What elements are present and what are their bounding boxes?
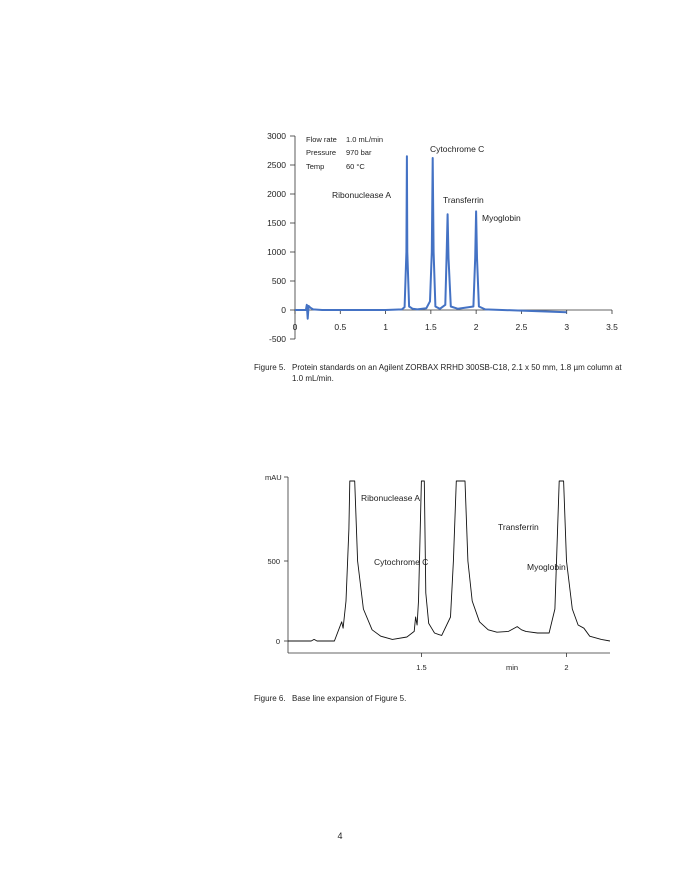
x-tick-label: 2: [474, 322, 479, 332]
peak-label-cytochrome-c: Cytochrome C: [374, 557, 428, 567]
y-tick-label: 2000: [267, 189, 286, 199]
figure5-chart: 3000 2500 2000 1500 1000 500 0 -500 0 0.5 1 1.5 2 2.5…: [267, 131, 618, 344]
condition-label-temp: Temp: [306, 162, 324, 171]
y-tick-label: 1500: [267, 218, 286, 228]
figure6-y-axis-label: mAU: [265, 473, 282, 482]
x-tick-label: 0: [293, 322, 298, 332]
x-tick-label: 2.5: [516, 322, 528, 332]
figure5-caption-number: Figure 5.: [254, 363, 286, 372]
x-tick-label: 1.5: [425, 322, 437, 332]
page-number: 4: [337, 831, 343, 841]
figure6-axes: [284, 476, 610, 657]
y-tick-label: 3000: [267, 131, 286, 141]
figure6-x-axis-label: min: [506, 663, 518, 672]
x-tick-label: 3: [564, 322, 569, 332]
figure5-trace: [295, 155, 567, 320]
condition-value-pressure: 970 bar: [346, 148, 372, 157]
figure6-caption-number: Figure 6.: [254, 694, 286, 703]
condition-value-temp: 60 °C: [346, 162, 365, 171]
condition-value-flow-rate: 1.0 mL/min: [346, 135, 383, 144]
figure6-caption-text: Base line expansion of Figure 5.: [292, 694, 407, 703]
figure6-tick-labels: 500 0 1.5 2: [267, 557, 568, 672]
x-tick-label: 1.5: [416, 663, 426, 672]
x-tick-label: 0.5: [334, 322, 346, 332]
y-tick-label: -500: [269, 334, 286, 344]
peak-label-ribonuclease-a: Ribonuclease A: [332, 190, 391, 200]
y-tick-label: 2500: [267, 160, 286, 170]
y-tick-label: 0: [276, 637, 280, 646]
figure5-caption: Figure 5. Protein standards on an Agilen…: [254, 362, 624, 384]
x-tick-label: 1: [383, 322, 388, 332]
y-tick-label: 500: [272, 276, 286, 286]
figure5-caption-text: Protein standards on an Agilent ZORBAX R…: [292, 363, 622, 383]
peak-label-ribonuclease-a: Ribonuclease A: [361, 493, 420, 503]
condition-label-flow-rate: Flow rate: [306, 135, 337, 144]
peak-label-transferrin: Transferrin: [443, 195, 484, 205]
peak-label-transferrin: Transferrin: [498, 522, 539, 532]
figure5-conditions: Flow rate 1.0 mL/min Pressure 970 bar Te…: [306, 135, 383, 171]
condition-label-pressure: Pressure: [306, 148, 336, 157]
peak-label-myoglobin: Myoglobin: [527, 562, 566, 572]
peak-label-cytochrome-c: Cytochrome C: [430, 144, 484, 154]
y-tick-label: 500: [267, 557, 280, 566]
figure6-chart: 500 0 1.5 2 mAU min Ribonuclease A Cytochro…: [265, 473, 610, 672]
figure6-trace: [288, 480, 610, 642]
figure5-peak-labels: Ribonuclease A Cytochrome C Transferrin …: [332, 144, 521, 223]
peak-label-myoglobin: Myoglobin: [482, 213, 521, 223]
figure6-peak-labels: Ribonuclease A Cytochrome C Transferrin …: [361, 493, 566, 572]
y-tick-label: 0: [281, 305, 286, 315]
figure6-caption: Figure 6. Base line expansion of Figure …: [254, 693, 624, 704]
x-tick-label: 2: [564, 663, 568, 672]
figure5-tick-labels: 3000 2500 2000 1500 1000 500 0 -500 0 0.5 1 1.5 2 2.5…: [267, 131, 618, 344]
x-tick-label: 3.5: [606, 322, 618, 332]
y-tick-label: 1000: [267, 247, 286, 257]
figure5-axes: [290, 135, 613, 340]
